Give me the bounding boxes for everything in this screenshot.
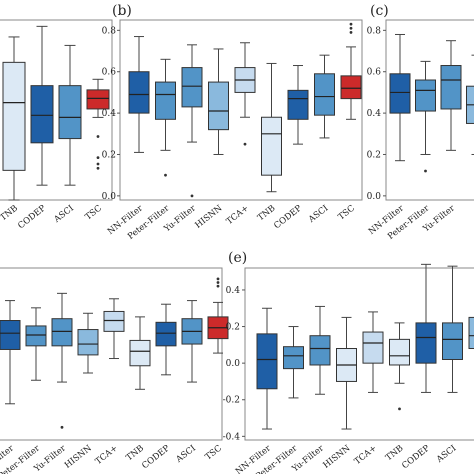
box-iqr — [287, 89, 309, 120]
y-tick-label: 0.0 — [102, 192, 117, 202]
x-category-label: HISNN — [63, 443, 94, 471]
box-iqr — [389, 73, 411, 114]
box-iqr — [103, 310, 125, 332]
outlier-point — [216, 277, 220, 281]
plot-frame — [119, 19, 363, 201]
box-iqr — [86, 89, 110, 110]
x-category-label: ASCI — [434, 443, 458, 465]
plot-frame — [244, 267, 474, 441]
plot-frame — [0, 267, 223, 441]
y-tick-label: 0.4 — [102, 109, 117, 119]
box-iqr — [77, 329, 99, 356]
plot-frame — [0, 19, 113, 201]
outlier-point — [349, 22, 353, 26]
y-tick-label: 0.4 — [367, 109, 382, 119]
x-category-label: HISNN — [321, 443, 352, 471]
x-category-label: HISNN — [193, 203, 224, 231]
box-iqr — [440, 65, 462, 110]
x-category-label: TNB — [256, 203, 277, 223]
x-category-label: TCA+ — [353, 443, 379, 467]
y-tick-label: 0.0 — [226, 359, 241, 369]
x-category-label: TCA+ — [225, 203, 251, 227]
box-iqr — [128, 71, 150, 114]
box-iqr — [261, 116, 282, 176]
y-tick-label: 0.2 — [367, 150, 381, 160]
box-iqr — [389, 338, 410, 366]
y-tick-label: 0.6 — [367, 68, 382, 78]
box-iqr — [25, 325, 47, 347]
box-iqr — [2, 61, 26, 171]
x-category-label: TNB — [0, 203, 20, 223]
outlier-point — [60, 425, 64, 429]
box-iqr — [442, 322, 463, 360]
x-category-label: CODEP — [16, 203, 48, 231]
box-iqr — [155, 81, 176, 120]
box-iqr — [362, 331, 384, 364]
y-tick-label: 0.4 — [226, 286, 241, 296]
y-tick-label: 0.6 — [102, 68, 117, 78]
x-category-label: TSC — [84, 203, 104, 222]
box-iqr — [58, 85, 82, 140]
outlier-point — [96, 162, 100, 166]
box-iqr — [415, 322, 437, 364]
box-iqr — [0, 320, 21, 350]
box-iqr — [129, 339, 151, 367]
box-iqr — [309, 335, 331, 366]
outlier-point — [190, 194, 194, 198]
panel-b: (b)0.00.20.40.60.8NN-FilterPeter-FilterY… — [102, 3, 363, 242]
y-tick-label: 0.8 — [102, 26, 117, 36]
panel-label: (c) — [370, 3, 389, 19]
box-iqr — [208, 81, 229, 131]
x-category-label: TSC — [337, 203, 357, 222]
outlier-point — [424, 169, 427, 173]
outlier-point — [216, 281, 220, 284]
outlier-point — [96, 135, 100, 138]
outlier-point — [398, 407, 401, 411]
outlier-point — [216, 284, 220, 288]
x-category-label: CODEP — [140, 443, 172, 471]
x-category-label: ASCI — [52, 203, 76, 225]
outlier-point — [349, 31, 353, 34]
box-iqr — [30, 85, 54, 144]
y-tick-label: 0.8 — [367, 26, 382, 36]
box-iqr — [415, 79, 436, 112]
panel-label: (e) — [228, 250, 247, 266]
box-iqr — [256, 333, 278, 390]
box-iqr — [155, 321, 177, 347]
box-iqr — [181, 67, 203, 108]
box-iqr — [314, 73, 335, 116]
y-tick-label: 0.2 — [226, 323, 240, 333]
plot-frame — [385, 19, 474, 201]
box-iqr — [283, 346, 304, 370]
x-category-label: TCA+ — [94, 443, 120, 467]
y-tick-label: 0.0 — [367, 192, 382, 202]
outlier-point — [349, 26, 353, 30]
panel-c: (c)0.00.20.40.60.8NN-FilterPeter-FilterY… — [367, 3, 474, 242]
outlier-point — [243, 142, 247, 146]
x-category-label: ASCI — [306, 203, 330, 225]
outlier-point — [164, 173, 167, 177]
outlier-point — [96, 156, 100, 160]
x-category-label: CODEP — [400, 443, 432, 471]
x-category-label: CODEP — [272, 203, 304, 231]
outlier-point — [96, 166, 100, 170]
x-category-label: TNB — [384, 443, 405, 463]
box-iqr — [340, 75, 362, 100]
panel-label: (b) — [112, 3, 132, 19]
x-category-label: ASCI — [174, 443, 198, 465]
panel-e: (e)-0.4-0.20.00.20.4NN-FilterPeter-Filte… — [223, 250, 474, 474]
y-tick-label: -0.4 — [223, 432, 241, 442]
x-category-label: TSC — [204, 443, 224, 462]
box-iqr — [468, 316, 474, 350]
y-tick-label: -0.2 — [223, 396, 240, 406]
y-tick-label: 0.2 — [102, 150, 116, 160]
box-iqr — [51, 318, 73, 347]
